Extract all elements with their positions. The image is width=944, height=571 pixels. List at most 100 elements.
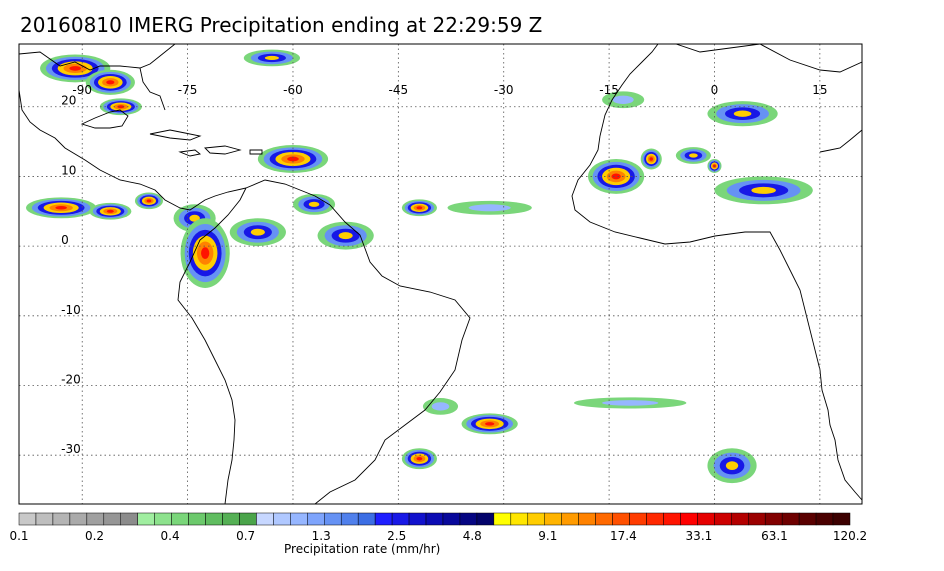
colorbar-swatch (527, 512, 545, 526)
precip-cell-light (468, 204, 511, 212)
colorbar-swatch (646, 512, 664, 526)
colorbar-swatch (256, 512, 274, 526)
colorbar-swatch (747, 512, 766, 526)
precip-cell-light (431, 402, 450, 411)
colorbar-swatch (442, 512, 461, 526)
lon-tick-label: -75 (178, 83, 198, 97)
lon-tick-label: -90 (72, 83, 92, 97)
colorbar-swatch (154, 512, 172, 526)
precip-cell-heavy (416, 456, 423, 461)
precip-cell-heavy (117, 105, 125, 109)
precip-cell-heavy (484, 422, 495, 426)
colorbar-swatch (222, 512, 240, 526)
colorbar-swatch (714, 512, 732, 526)
precip-cell-heavy (146, 199, 152, 203)
map-frame (18, 43, 863, 505)
colorbar-swatch (731, 512, 749, 526)
colorbar-swatch (374, 512, 393, 526)
colorbar-swatch (561, 512, 579, 526)
precip-cell-heavy (106, 80, 115, 85)
colorbar-swatch (103, 512, 122, 526)
colorbar-swatch (35, 512, 54, 526)
colorbar-label: Precipitation rate (mm/hr) (284, 542, 441, 556)
precip-cell-heavy (287, 156, 299, 162)
colorbar-swatch (629, 512, 647, 526)
precip-cell-heavy (611, 173, 621, 180)
precip-cell-medium (308, 201, 320, 207)
colorbar-tick-label: 0.2 (84, 529, 105, 543)
colorbar-swatch (781, 512, 800, 526)
precip-cell-medium (751, 186, 776, 194)
colorbar-tick-label: 2.5 (387, 529, 407, 543)
colorbar-swatch (612, 512, 630, 526)
lon-tick-label: -60 (283, 83, 303, 97)
lat-tick-label: -20 (61, 373, 81, 387)
colorbar-swatch (86, 512, 105, 526)
gridlines (19, 44, 862, 504)
lat-tick-label: -10 (61, 303, 81, 317)
colorbar-swatch (459, 512, 478, 526)
map-title: 20160810 IMERG Precipitation ending at 2… (20, 13, 543, 37)
lon-tick-label: -15 (599, 83, 619, 97)
colorbar-swatch (764, 512, 783, 526)
colorbar-tick-label: 0.4 (160, 529, 180, 543)
colorbar-tick-label: 63.1 (761, 529, 788, 543)
colorbar-swatch (273, 512, 291, 526)
colorbar-swatch (680, 512, 698, 526)
colorbar-swatch (493, 512, 512, 526)
colorbar-tick-label: 120.2 (832, 529, 868, 543)
colorbar-swatch (408, 512, 427, 526)
precip-cell-heavy (55, 206, 68, 210)
lon-tick-label: 0 (711, 83, 719, 97)
colorbar-tick-label: 4.8 (462, 529, 482, 543)
precip-cell-medium (338, 232, 353, 240)
lat-tick-label: 10 (61, 163, 76, 177)
precip-cell-heavy (106, 209, 114, 213)
colorbar-swatch (357, 512, 376, 526)
colorbar-swatch (544, 512, 562, 526)
colorbar-swatch (391, 512, 410, 526)
colorbar-swatch (290, 512, 308, 526)
colorbar-swatch (595, 512, 613, 526)
colorbar-tick-label: 33.1 (685, 529, 713, 543)
lon-tick-label: -30 (494, 83, 514, 97)
precip-cell-light (602, 400, 659, 406)
precip-cell-heavy (649, 157, 654, 161)
colorbar-swatch (340, 512, 359, 526)
colorbar-swatch (697, 512, 715, 526)
colorbar-swatch (120, 512, 138, 526)
precip-cell-medium (689, 153, 698, 158)
colorbar-swatch (205, 512, 223, 526)
colorbar-swatch (239, 512, 257, 526)
colorbar-swatch (510, 512, 529, 526)
colorbar-tick-label: 17.4 (610, 529, 637, 543)
axis-tick-labels: -90 -75 -60 -45 -30 -15 0 15 20 10 0 -10 -20 -30 (61, 83, 827, 456)
lat-tick-label: -30 (61, 442, 81, 456)
colorbar-tick-label: 9.1 (538, 529, 558, 543)
precip-cell-medium (250, 228, 265, 236)
precip-cell-medium (725, 461, 739, 471)
coastlines (19, 44, 862, 504)
colorbar-swatch (476, 512, 495, 526)
colorbar-swatch (18, 512, 37, 526)
colorbar-swatch (324, 512, 342, 526)
colorbar-tick-label: 1.3 (311, 529, 331, 543)
lon-tick-label: -45 (389, 83, 409, 97)
precip-cell-medium (264, 55, 279, 61)
lat-tick-label: 0 (61, 233, 69, 247)
precip-cell-medium (189, 214, 200, 222)
precip-cell-heavy (416, 206, 423, 210)
colorbar-swatch (832, 512, 851, 526)
colorbar-swatch (798, 512, 817, 526)
colorbar (18, 512, 851, 526)
colorbar-tick-label: 0.7 (236, 529, 256, 543)
precip-cell-medium (733, 110, 752, 117)
colorbar-swatch (307, 512, 325, 526)
colorbar-swatch (171, 512, 189, 526)
colorbar-swatch (137, 512, 155, 526)
precip-cell-heavy (69, 66, 82, 71)
colorbar-swatch (188, 512, 206, 526)
colorbar-swatch (69, 512, 88, 526)
colorbar-tick-label: 0.1 (9, 529, 29, 543)
